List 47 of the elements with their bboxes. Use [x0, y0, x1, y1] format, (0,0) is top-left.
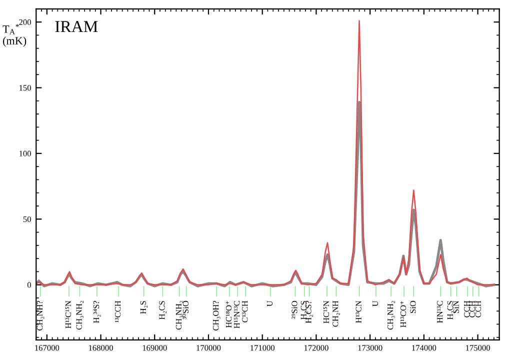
y-tick-label: 50	[23, 216, 31, 222]
annotation: H₂CS	[300, 301, 308, 320]
text: T$_{A}$$^{*}$ (mK)	[2, 24, 26, 47]
x-tick-label: 170000	[196, 345, 221, 351]
annotation: CCH	[469, 300, 476, 318]
annotation: C¹³CH	[242, 300, 248, 322]
annotation: ²⁹SiO	[292, 300, 298, 319]
annotation: U	[372, 300, 378, 306]
annotation: CCH	[475, 300, 481, 318]
annotation: H₂CS?	[306, 300, 313, 324]
x-tick-label: 171000	[250, 345, 275, 351]
annotation: U	[266, 300, 273, 306]
x-tick-label: 167000	[35, 345, 60, 351]
annotation: CH₃NH₂	[176, 301, 184, 330]
annotation: H¹³CN	[356, 300, 362, 323]
annotation: H₂S	[140, 301, 148, 314]
annotation: H¹³C¹⁵N	[65, 300, 72, 328]
annotation: H¹⁵N¹³C	[234, 301, 240, 328]
annotation: CH₃NH₂	[76, 301, 84, 330]
y-tick-label: 100	[20, 150, 31, 156]
x-tick-label: 175000	[466, 345, 490, 351]
annotation: CCH	[464, 300, 470, 318]
x-tick-label: 169000	[142, 345, 167, 351]
annotation: ³⁰SiO	[182, 300, 188, 320]
annotation: H₂CS	[159, 301, 166, 320]
line-series	[36, 20, 495, 286]
annotation: H₂³⁴S?	[93, 300, 101, 323]
x-tick-label: 174000	[412, 345, 436, 351]
y-tick-label: 150	[20, 85, 31, 91]
annotation: CH₃NH₂	[388, 301, 395, 330]
annotation: CH₂NH	[332, 300, 340, 327]
annotation: HC¹⁸O⁺	[226, 301, 232, 328]
x-tick-label: 173000	[358, 345, 382, 351]
annotation: CH₂NH?	[36, 300, 44, 330]
annotation: ¹³CCH	[115, 300, 121, 322]
annotation: SiO	[410, 300, 416, 313]
y-tick-label: 200	[19, 19, 31, 26]
annotation: SiN	[453, 300, 459, 313]
x-tick-label: 168000	[89, 345, 113, 351]
text: IRAM	[55, 21, 98, 32]
annotation: H¹³CO⁺	[400, 301, 406, 328]
x-tick-label: 172000	[304, 345, 328, 351]
annotation: H₂CS	[447, 301, 455, 320]
annotation: CH₃OH?	[213, 300, 220, 330]
y-tick-label: 0	[27, 282, 31, 288]
annotation: HN¹³C	[437, 301, 443, 323]
annotation: HC¹⁵N	[323, 300, 330, 324]
